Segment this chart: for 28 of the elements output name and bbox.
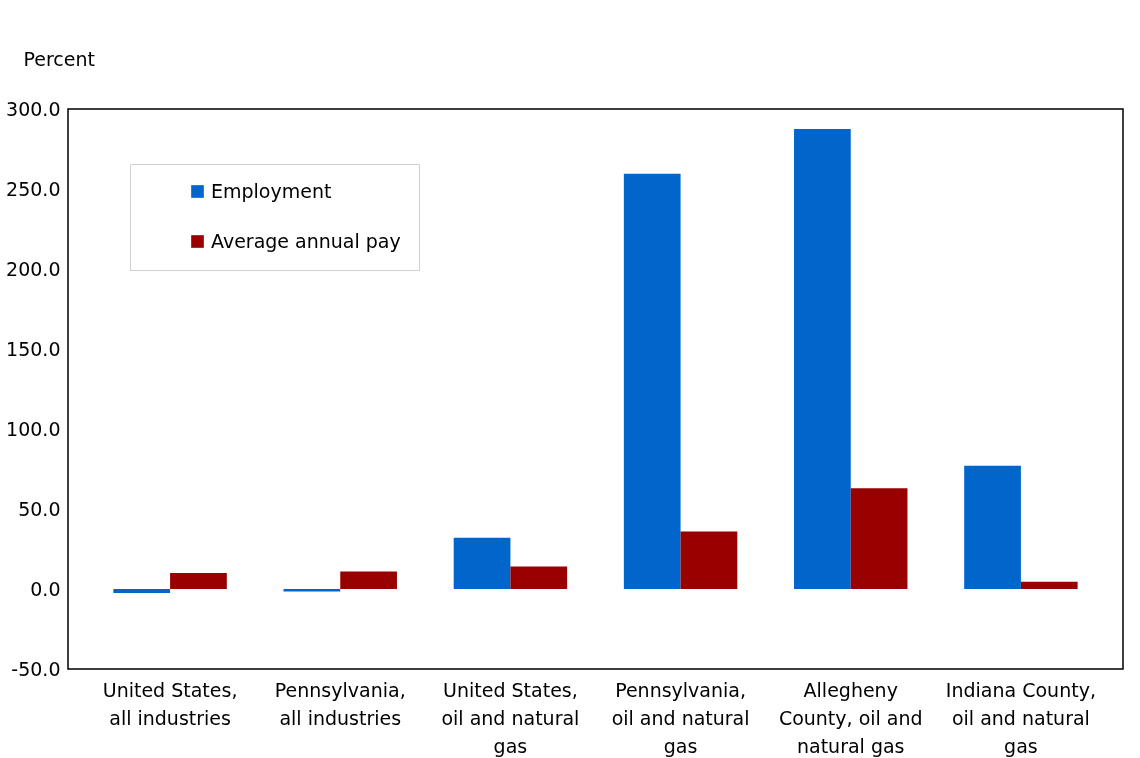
- y-tick-label: 200.0: [6, 257, 61, 280]
- bar: [113, 589, 171, 593]
- y-tick-label: 50.0: [18, 497, 61, 520]
- y-tick-label: -50.0: [11, 657, 61, 680]
- x-tick-label: Pennsylvania, oil and natural gas: [611, 678, 750, 757]
- legend-label: Average annual pay: [211, 229, 401, 252]
- y-tick-label: 150.0: [6, 337, 61, 360]
- x-tick-label: United States, all industries: [102, 678, 238, 729]
- y-tick-label: 300.0: [6, 97, 61, 120]
- y-tick-label: 250.0: [6, 177, 61, 200]
- bar: [623, 173, 681, 589]
- bar: [1020, 581, 1078, 589]
- x-tick-label: United States, oil and natural gas: [441, 678, 580, 757]
- x-tick-label: Pennsylvania, all industries: [274, 678, 406, 729]
- x-tick-label: Allegheny County, oil and natural gas: [778, 678, 923, 757]
- bar: [170, 573, 227, 589]
- bar: [453, 537, 511, 589]
- bar: [850, 488, 908, 589]
- bar: [340, 571, 397, 589]
- bar: [510, 566, 568, 589]
- y-tick-label: 100.0: [6, 417, 61, 440]
- y-axis-title: Percent: [23, 47, 95, 70]
- bar: [794, 129, 851, 589]
- bar: [964, 465, 1021, 589]
- legend-label: Employment: [211, 179, 332, 202]
- y-tick-label: 0.0: [30, 577, 61, 600]
- bar: [680, 531, 738, 589]
- x-tick-label: Indiana County, oil and natural gas: [945, 678, 1096, 757]
